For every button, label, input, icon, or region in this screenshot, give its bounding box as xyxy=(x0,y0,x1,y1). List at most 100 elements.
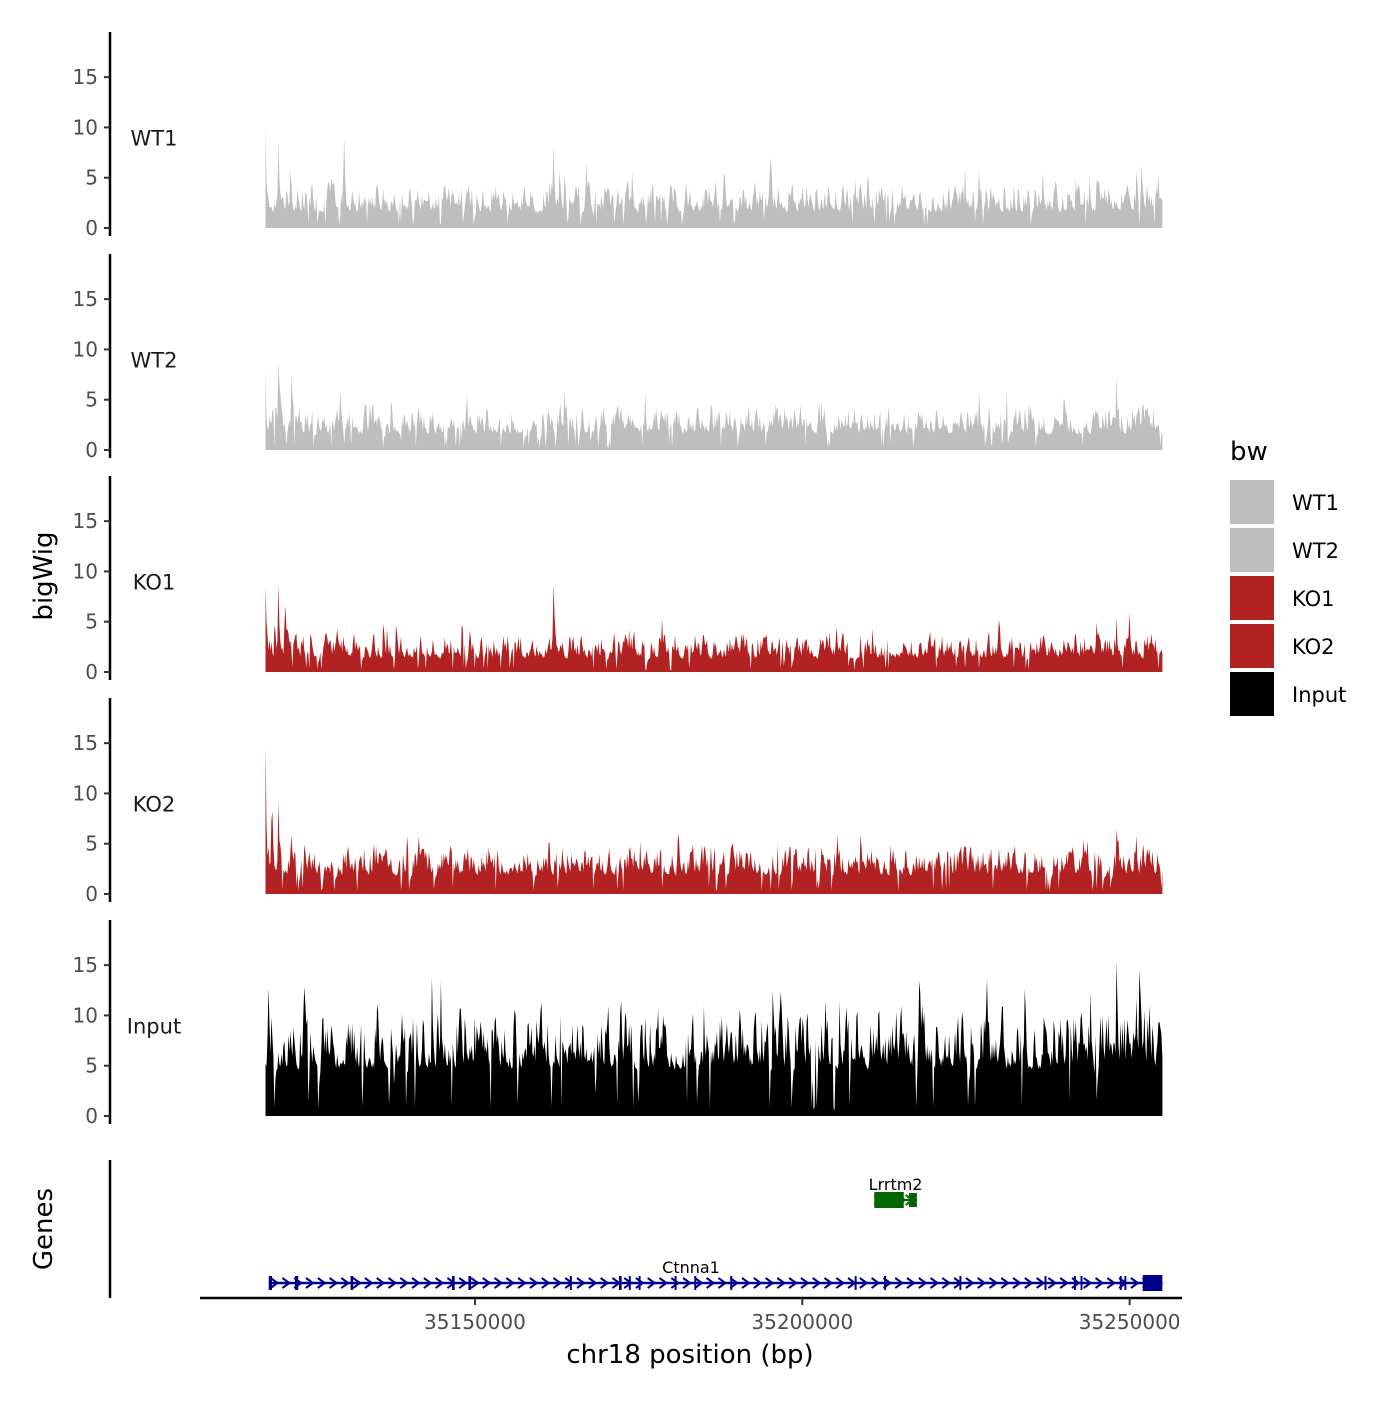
gene-exon-Ctnna1-7 xyxy=(628,1276,631,1290)
gene-arrow-Ctnna1 xyxy=(1036,1277,1046,1289)
gene-arrow-Ctnna1 xyxy=(387,1277,398,1289)
track-label-WT1: WT1 xyxy=(131,127,178,151)
y-tick-label-KO2-0: 0 xyxy=(85,882,98,906)
gene-arrow-Ctnna1 xyxy=(364,1277,374,1289)
gene-arrow-Ctnna1 xyxy=(1059,1277,1069,1289)
gene-exon-Ctnna1-17 xyxy=(1080,1276,1083,1290)
gene-arrow-Ctnna1 xyxy=(694,1277,704,1289)
y-tick-label-KO2-15: 15 xyxy=(73,731,98,755)
gene-arrow-Ctnna1 xyxy=(305,1277,315,1289)
y-tick-label-Input-0: 0 xyxy=(85,1104,98,1128)
gene-exon-Ctnna1-0 xyxy=(268,1276,273,1290)
gene-arrow-Ctnna1 xyxy=(576,1277,586,1289)
gene-arrow-Ctnna1 xyxy=(977,1277,987,1289)
gene-arrow-Ctnna1 xyxy=(541,1277,551,1289)
genes-axis-title: Genes xyxy=(29,1188,59,1270)
gene-arrow-Ctnna1 xyxy=(482,1277,492,1289)
y-tick-label-WT2-15: 15 xyxy=(73,287,98,311)
gene-arrow-Ctnna1 xyxy=(340,1277,351,1289)
gene-exon-Ctnna1-16 xyxy=(1073,1276,1076,1290)
y-tick-label-WT1-15: 15 xyxy=(73,65,98,89)
gene-arrow-Ctnna1 xyxy=(647,1277,657,1289)
gene-arrow-Ctnna1 xyxy=(859,1277,869,1289)
gene-exon-Ctnna1-19 xyxy=(1124,1276,1127,1290)
gene-arrow-Ctnna1 xyxy=(435,1277,445,1289)
track-area-KO2 xyxy=(265,743,1163,894)
gene-exon-Ctnna1-11 xyxy=(730,1276,733,1290)
gene-exon-Ctnna1-4 xyxy=(468,1276,472,1290)
gene-arrow-Ctnna1 xyxy=(941,1277,952,1289)
gene-arrow-Ctnna1 xyxy=(823,1277,834,1289)
gene-label-Ctnna1: Ctnna1 xyxy=(662,1258,720,1277)
legend-title: bw xyxy=(1230,437,1268,467)
gene-arrow-Ctnna1 xyxy=(753,1277,763,1289)
gene-arrow-Ctnna1 xyxy=(988,1277,999,1289)
gene-arrow-Ctnna1 xyxy=(812,1277,822,1289)
gene-arrow-Ctnna1 xyxy=(929,1277,940,1289)
gene-exon-Ctnna1-3 xyxy=(452,1276,455,1290)
gene-arrow-Ctnna1 xyxy=(1106,1277,1117,1289)
track-label-Input: Input xyxy=(127,1015,181,1039)
gene-exon-Lrrtm2-1 xyxy=(909,1193,917,1207)
gene-arrow-Ctnna1 xyxy=(552,1277,563,1289)
gene-arrow-Ctnna1 xyxy=(1094,1277,1105,1289)
gene-exon-Ctnna1-8 xyxy=(638,1276,641,1290)
gene-arrow-Ctnna1 xyxy=(600,1277,610,1289)
y-tick-label-Input-5: 5 xyxy=(85,1054,98,1078)
gene-exon-Ctnna1-6 xyxy=(618,1276,622,1290)
y-tick-label-Input-10: 10 xyxy=(73,1003,98,1027)
gene-arrow-Ctnna1 xyxy=(729,1277,739,1289)
gene-arrow-Ctnna1 xyxy=(906,1277,916,1289)
gene-arrow-Ctnna1 xyxy=(1083,1277,1093,1289)
gene-arrow-Ctnna1 xyxy=(588,1277,598,1289)
track-area-WT1 xyxy=(265,127,1163,228)
gene-arrow-Ctnna1 xyxy=(635,1277,645,1289)
legend-swatch-WT2 xyxy=(1230,528,1274,572)
gene-arrow-Ctnna1 xyxy=(470,1277,480,1289)
gene-label-Lrrtm2: Lrrtm2 xyxy=(869,1175,923,1194)
gene-arrow-Ctnna1 xyxy=(658,1277,669,1289)
track-label-KO2: KO2 xyxy=(133,793,176,817)
gene-exon-Ctnna1-20 xyxy=(1142,1275,1163,1291)
legend-label-Input: Input xyxy=(1292,683,1346,707)
gene-arrow-Ctnna1 xyxy=(505,1277,516,1289)
gene-exon-Ctnna1-15 xyxy=(1044,1276,1047,1290)
legend-label-KO2: KO2 xyxy=(1292,635,1335,659)
gene-arrow-Ctnna1 xyxy=(1024,1277,1034,1289)
gene-arrow-Ctnna1 xyxy=(670,1277,681,1289)
gene-arrow-Ctnna1 xyxy=(329,1277,339,1289)
gene-exon-Lrrtm2-0 xyxy=(874,1192,904,1208)
gene-arrow-Ctnna1 xyxy=(918,1277,928,1289)
gene-arrow-Ctnna1 xyxy=(270,1277,280,1289)
gene-arrow-Ctnna1 xyxy=(965,1277,975,1289)
gene-exon-Ctnna1-1 xyxy=(294,1276,299,1290)
gene-arrow-Ctnna1 xyxy=(788,1277,798,1289)
gene-arrow-Ctnna1 xyxy=(281,1277,292,1289)
gene-arrow-Ctnna1 xyxy=(894,1277,904,1289)
y-tick-label-KO2-10: 10 xyxy=(73,781,98,805)
gene-arrow-Ctnna1 xyxy=(423,1277,433,1289)
gene-arrow-Ctnna1 xyxy=(706,1277,716,1289)
gene-exon-Ctnna1-10 xyxy=(694,1276,697,1290)
track-area-Input xyxy=(265,961,1163,1116)
x-axis-title: chr18 position (bp) xyxy=(566,1340,813,1370)
gene-arrow-Ctnna1 xyxy=(623,1277,633,1289)
y-tick-label-WT1-5: 5 xyxy=(85,166,98,190)
legend-swatch-WT1 xyxy=(1230,480,1274,524)
legend-label-KO1: KO1 xyxy=(1292,587,1335,611)
gene-arrow-Ctnna1 xyxy=(317,1277,327,1289)
gene-arrow-Ctnna1 xyxy=(1012,1277,1022,1289)
gene-exon-Ctnna1-13 xyxy=(884,1276,887,1290)
legend-swatch-KO2 xyxy=(1230,624,1274,668)
x-tick-label-35200000: 35200000 xyxy=(751,1310,853,1334)
y-tick-label-WT1-0: 0 xyxy=(85,216,98,240)
gene-arrow-Ctnna1 xyxy=(717,1277,728,1289)
gene-arrow-Ctnna1 xyxy=(399,1277,410,1289)
y-axis-title: bigWig xyxy=(29,531,59,620)
gene-arrow-Ctnna1 xyxy=(1000,1277,1010,1289)
gene-arrow-Ctnna1 xyxy=(352,1277,362,1289)
legend-swatch-KO1 xyxy=(1230,576,1274,620)
y-tick-label-KO2-5: 5 xyxy=(85,832,98,856)
gene-arrow-Ctnna1 xyxy=(1130,1277,1140,1289)
